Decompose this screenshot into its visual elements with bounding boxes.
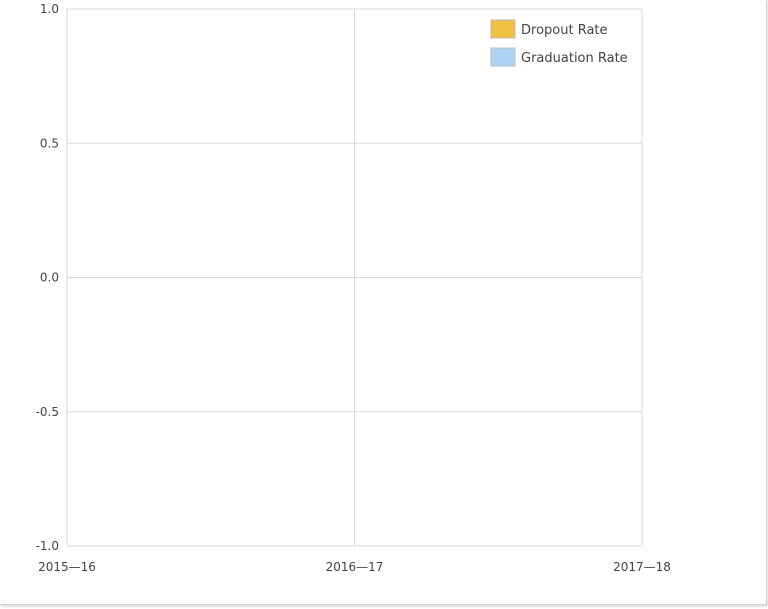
legend-swatch: [490, 47, 516, 67]
y-tick-labels: 1.0 0.5 0.0 -0.5 -1.0: [36, 2, 59, 553]
axis-layer: [66, 8, 643, 547]
legend-item-1[interactable]: Graduation Rate: [490, 47, 628, 67]
x-tick-label: 2016—17: [326, 560, 384, 574]
x-tick-label: 2015—16: [38, 560, 96, 574]
plot-frame: [66, 8, 643, 547]
legend[interactable]: Dropout Rate Graduation Rate: [490, 19, 628, 67]
y-tick-label: 0.0: [40, 271, 59, 285]
y-tick-label: -1.0: [36, 539, 59, 553]
x-tick-labels: 2015—16 2016—17 2017—18: [38, 560, 671, 574]
y-tick-label: 0.5: [40, 136, 59, 150]
x-tick-label: 2017—18: [613, 560, 671, 574]
legend-label: Graduation Rate: [521, 51, 628, 66]
y-tick-label: 1.0: [40, 2, 59, 16]
legend-item-0[interactable]: Dropout Rate: [490, 19, 608, 39]
legend-swatch: [490, 19, 516, 39]
grid-layer: [67, 8, 642, 547]
y-tick-label: -0.5: [36, 405, 59, 419]
legend-label: Dropout Rate: [521, 23, 608, 38]
